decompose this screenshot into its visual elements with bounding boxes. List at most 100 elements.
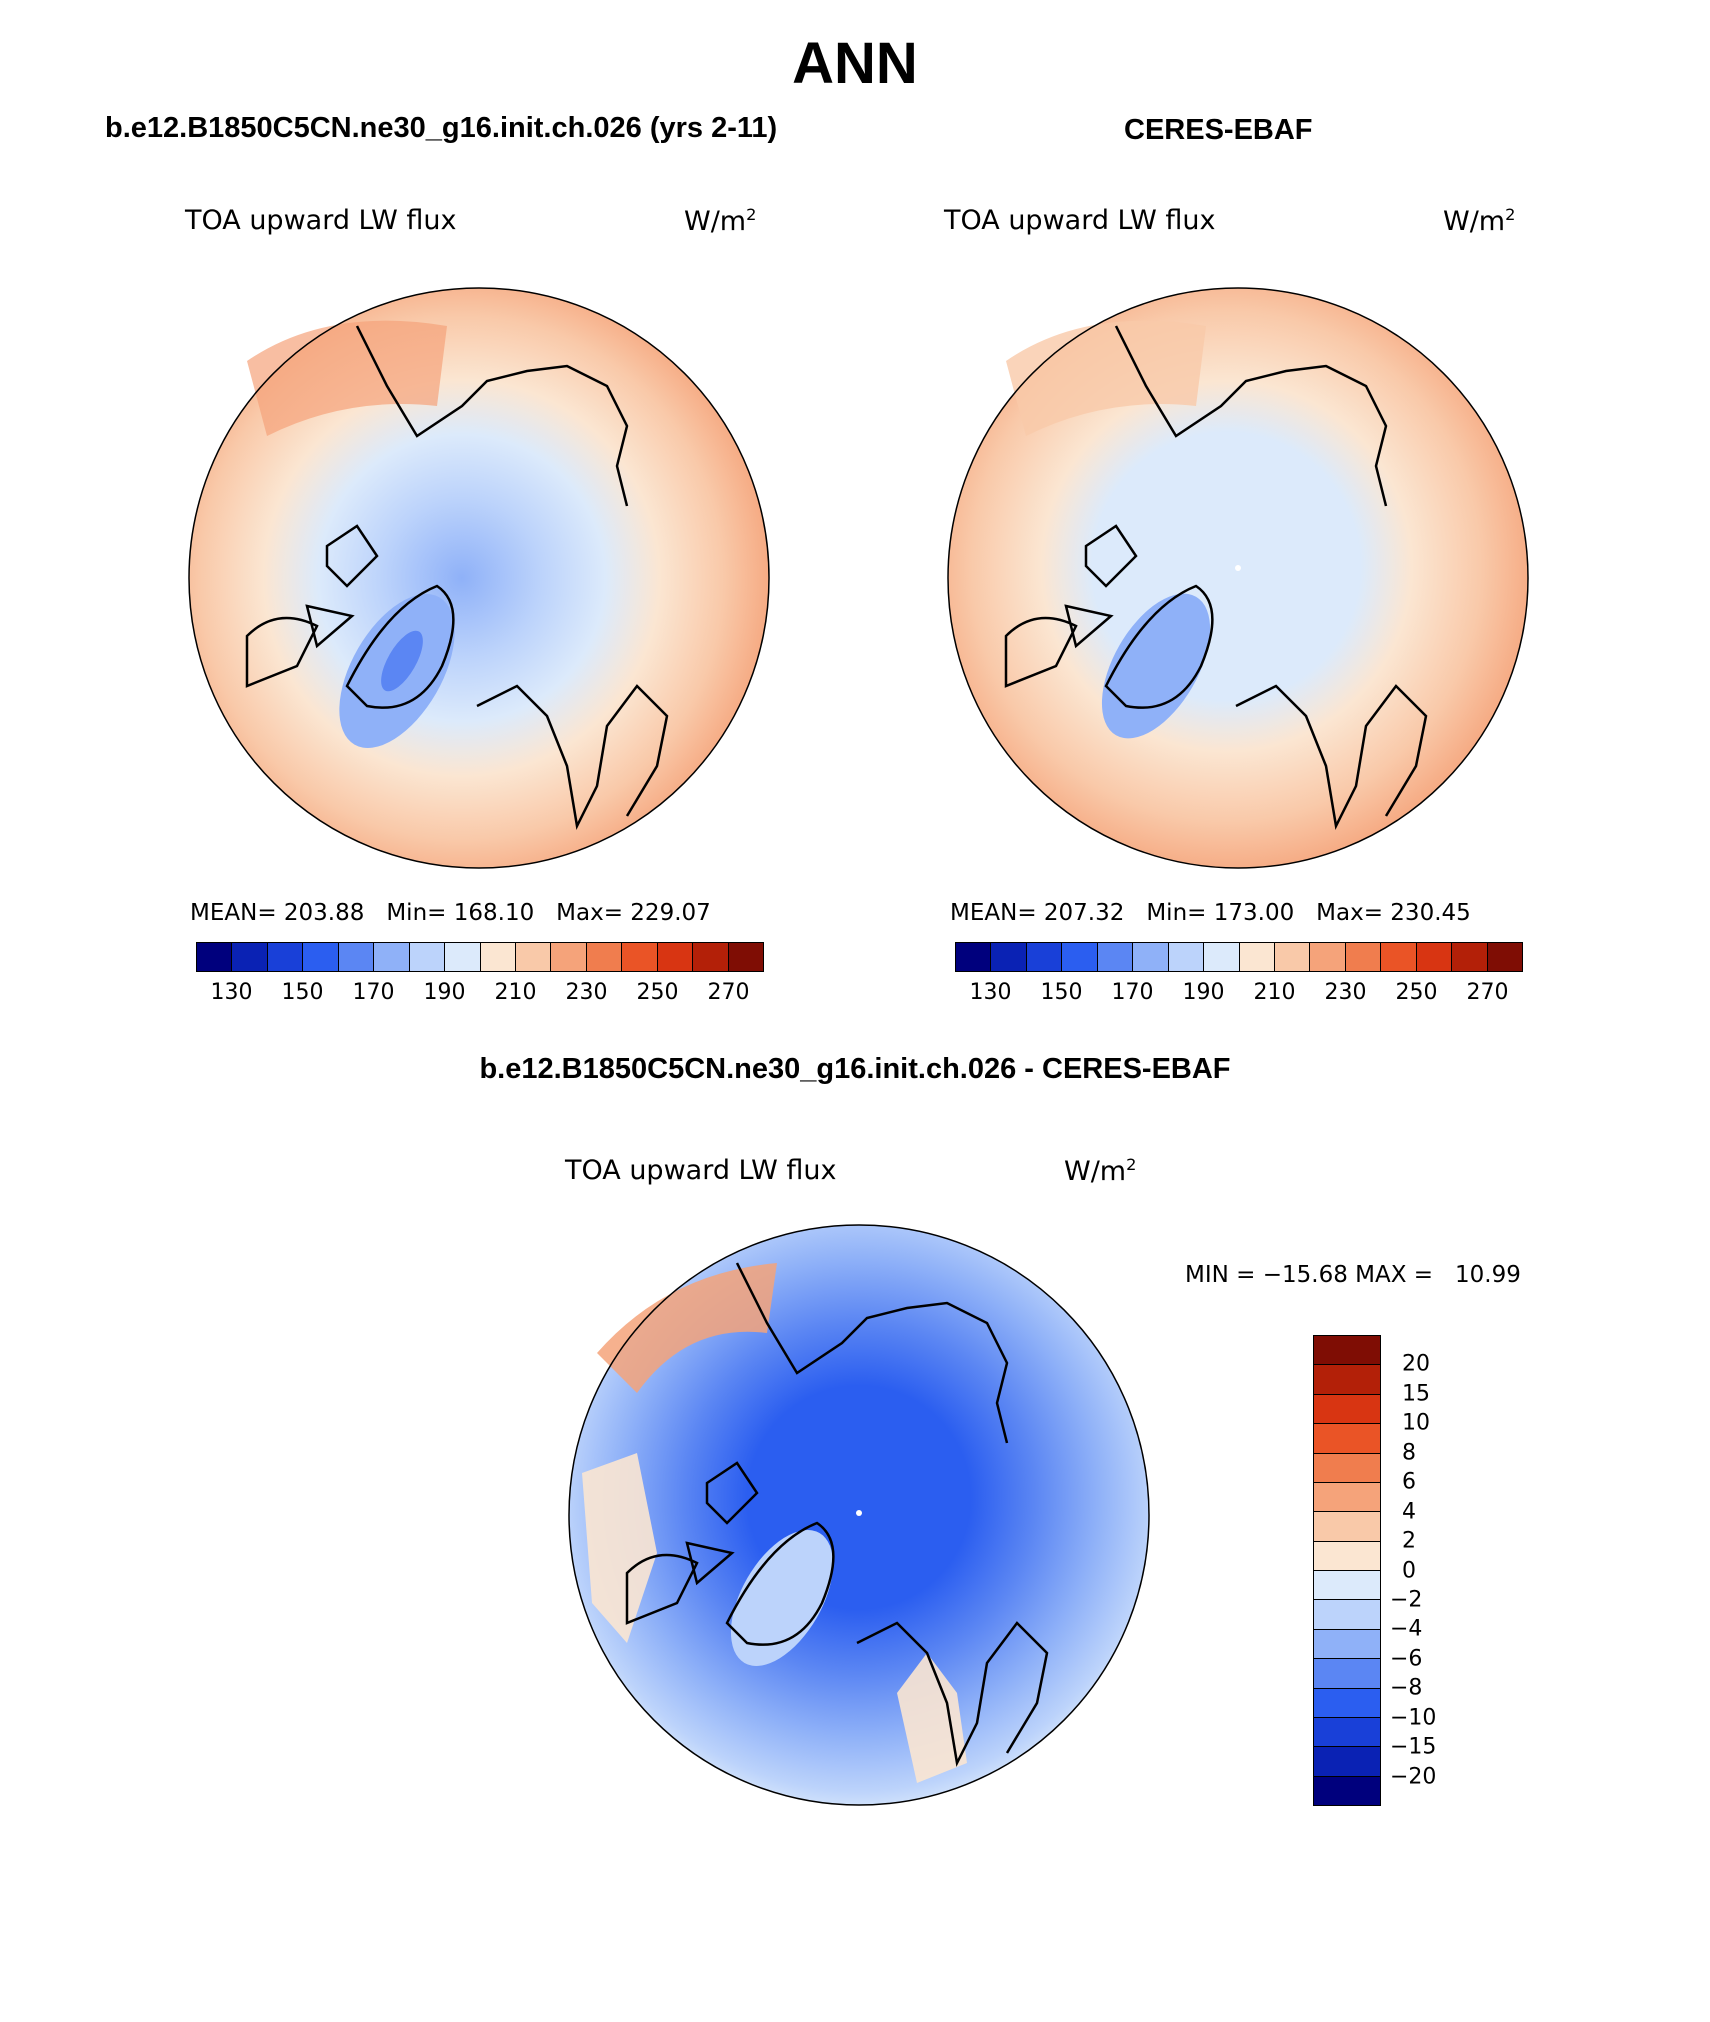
case-colorbar-swatch (515, 943, 552, 971)
obs-colorbar-swatch (956, 943, 992, 971)
diff-colorbar-swatch (1314, 1512, 1380, 1542)
obs-coast-siberia (1114, 325, 1388, 507)
diff-colorbar-swatch (1314, 1688, 1380, 1718)
diff-colorbar-tick-label: −20 (1390, 1764, 1437, 1790)
case-colorbar-swatch (551, 943, 587, 971)
diff-colorbar-tick-label: 8 (1402, 1440, 1416, 1466)
diff-colorbar-swatch (1314, 1659, 1380, 1689)
case-colorbar-tick-label: 250 (636, 980, 679, 1005)
diff-polar-map (568, 1224, 1150, 1806)
case-colorbar-tick-label: 210 (494, 980, 537, 1005)
case-colorbar-swatch (622, 943, 658, 971)
case-colorbar-swatch (303, 943, 339, 971)
case-colorbar-tick-label: 190 (423, 980, 466, 1005)
obs-pole-point (1235, 565, 1241, 571)
diff-units-label: W/m2 (1064, 1155, 1137, 1187)
obs-colorbar-tick-label: 230 (1324, 980, 1367, 1005)
diff-colorbar-swatch (1314, 1717, 1380, 1748)
obs-colorbar-swatch (1168, 943, 1205, 971)
obs-coast-canada (1004, 524, 1138, 688)
case-colorbar-swatch (232, 943, 268, 971)
case-coast-canada (245, 524, 379, 688)
obs-coast-greenland (1104, 584, 1214, 709)
case-colorbar-tick-label: 130 (210, 980, 253, 1005)
case-colorbar-tick-label: 150 (281, 980, 324, 1005)
obs-colorbar-swatch (1026, 943, 1063, 971)
case-polar-map (188, 287, 770, 869)
case-colorbar-swatch (480, 943, 516, 971)
diff-colorbar-swatch (1314, 1571, 1380, 1601)
diff-colorbar-swatch (1314, 1424, 1380, 1454)
diff-colorbar-swatch (1314, 1482, 1380, 1513)
figure-title: ANN (792, 31, 918, 96)
obs-pacific-warm (1006, 320, 1206, 436)
obs-colorbar (955, 942, 1523, 972)
diff-colorbar-tick-label: 2 (1402, 1528, 1416, 1554)
diff-colorbar-tick-label: −15 (1390, 1734, 1437, 1760)
diff-colorbar-tick-label: 20 (1402, 1351, 1430, 1377)
diff-colorbar-tick-label: 4 (1402, 1499, 1416, 1525)
diff-colorbar-tick-label: −2 (1390, 1587, 1423, 1613)
case-colorbar-tick-label: 170 (352, 980, 395, 1005)
obs-colorbar-swatch (1487, 943, 1522, 971)
diff-colorbar-tick-label: −4 (1390, 1616, 1423, 1642)
diff-pacific-warm (597, 1263, 777, 1393)
diff-colorbar-swatch (1314, 1629, 1380, 1660)
obs-colorbar-swatch (1062, 943, 1098, 971)
case-colorbar-swatch (374, 943, 410, 971)
case-coast-siberia (355, 325, 629, 507)
diff-variable-label: TOA upward LW flux (565, 1155, 837, 1186)
obs-colorbar-swatch (1274, 943, 1311, 971)
diff-colorbar-tick-label: −10 (1390, 1705, 1437, 1731)
obs-panel-heading: CERES-EBAF (1124, 114, 1313, 146)
obs-colorbar-swatch (1381, 943, 1417, 971)
obs-colorbar-tick-label: 270 (1466, 980, 1509, 1005)
case-colorbar-swatch (657, 943, 694, 971)
diff-colorbar-swatch (1314, 1600, 1380, 1630)
obs-map-border (947, 287, 1529, 869)
diff-coast-canada (625, 1461, 759, 1625)
case-colorbar-tick-label: 270 (707, 980, 750, 1005)
obs-colorbar-tick-label: 130 (969, 980, 1012, 1005)
obs-colorbar-swatch (1416, 943, 1453, 971)
diff-colorbar-swatch (1314, 1541, 1380, 1571)
diff-colorbar-tick-label: 10 (1402, 1410, 1430, 1436)
obs-colorbar-swatch (1452, 943, 1488, 971)
obs-colorbar-tick-label: 190 (1182, 980, 1225, 1005)
obs-colorbar-swatch (1239, 943, 1275, 971)
diff-panel-heading: b.e12.B1850C5CN.ne30_g16.init.ch.026 - C… (479, 1053, 1231, 1085)
diff-minmax: MIN = −15.68 MAX = 10.99 (1185, 1262, 1521, 1288)
obs-colorbar-tick-label: 170 (1111, 980, 1154, 1005)
diff-colorbar-swatch (1314, 1747, 1380, 1777)
obs-coast-europe (1235, 684, 1428, 830)
diff-colorbar-swatch (1314, 1394, 1380, 1425)
obs-colorbar-tick-label: 250 (1395, 980, 1438, 1005)
case-colorbar-swatch (267, 943, 304, 971)
diff-coast-greenland (725, 1521, 835, 1646)
obs-colorbar-swatch (1310, 943, 1346, 971)
obs-colorbar-ticks: 130 150 170 190 210 230 250 270 (955, 980, 1523, 1010)
diff-coast-europe (856, 1621, 1049, 1767)
diff-colorbar-swatch (1314, 1336, 1380, 1366)
obs-colorbar-swatch (1097, 943, 1134, 971)
diff-colorbar-tick-label: −6 (1390, 1646, 1423, 1672)
obs-greenland-low (1101, 593, 1211, 739)
diff-pole-point (856, 1510, 862, 1516)
obs-colorbar-tick-label: 210 (1253, 980, 1296, 1005)
case-colorbar-swatch (586, 943, 623, 971)
case-coast-europe (476, 684, 669, 830)
diff-colorbar-ticks: 20 15 10 8 6 4 2 0 −2 −4 −6 −8 −10 −15 −20 (1390, 1335, 1470, 1806)
case-variable-label: TOA upward LW flux (185, 205, 457, 236)
case-coast-greenland (345, 584, 455, 709)
case-colorbar-swatch (338, 943, 375, 971)
diff-colorbar (1313, 1335, 1381, 1806)
obs-polar-map (947, 287, 1529, 869)
diff-map-border (568, 1224, 1150, 1806)
diff-colorbar-swatch (1314, 1453, 1380, 1483)
case-colorbar-swatch (693, 943, 729, 971)
diff-canada-warm (582, 1453, 657, 1643)
case-colorbar-swatch (728, 943, 763, 971)
diff-coast-siberia (735, 1262, 1009, 1444)
diff-colorbar-tick-label: 6 (1402, 1469, 1416, 1495)
diff-europe-warm (897, 1653, 967, 1783)
